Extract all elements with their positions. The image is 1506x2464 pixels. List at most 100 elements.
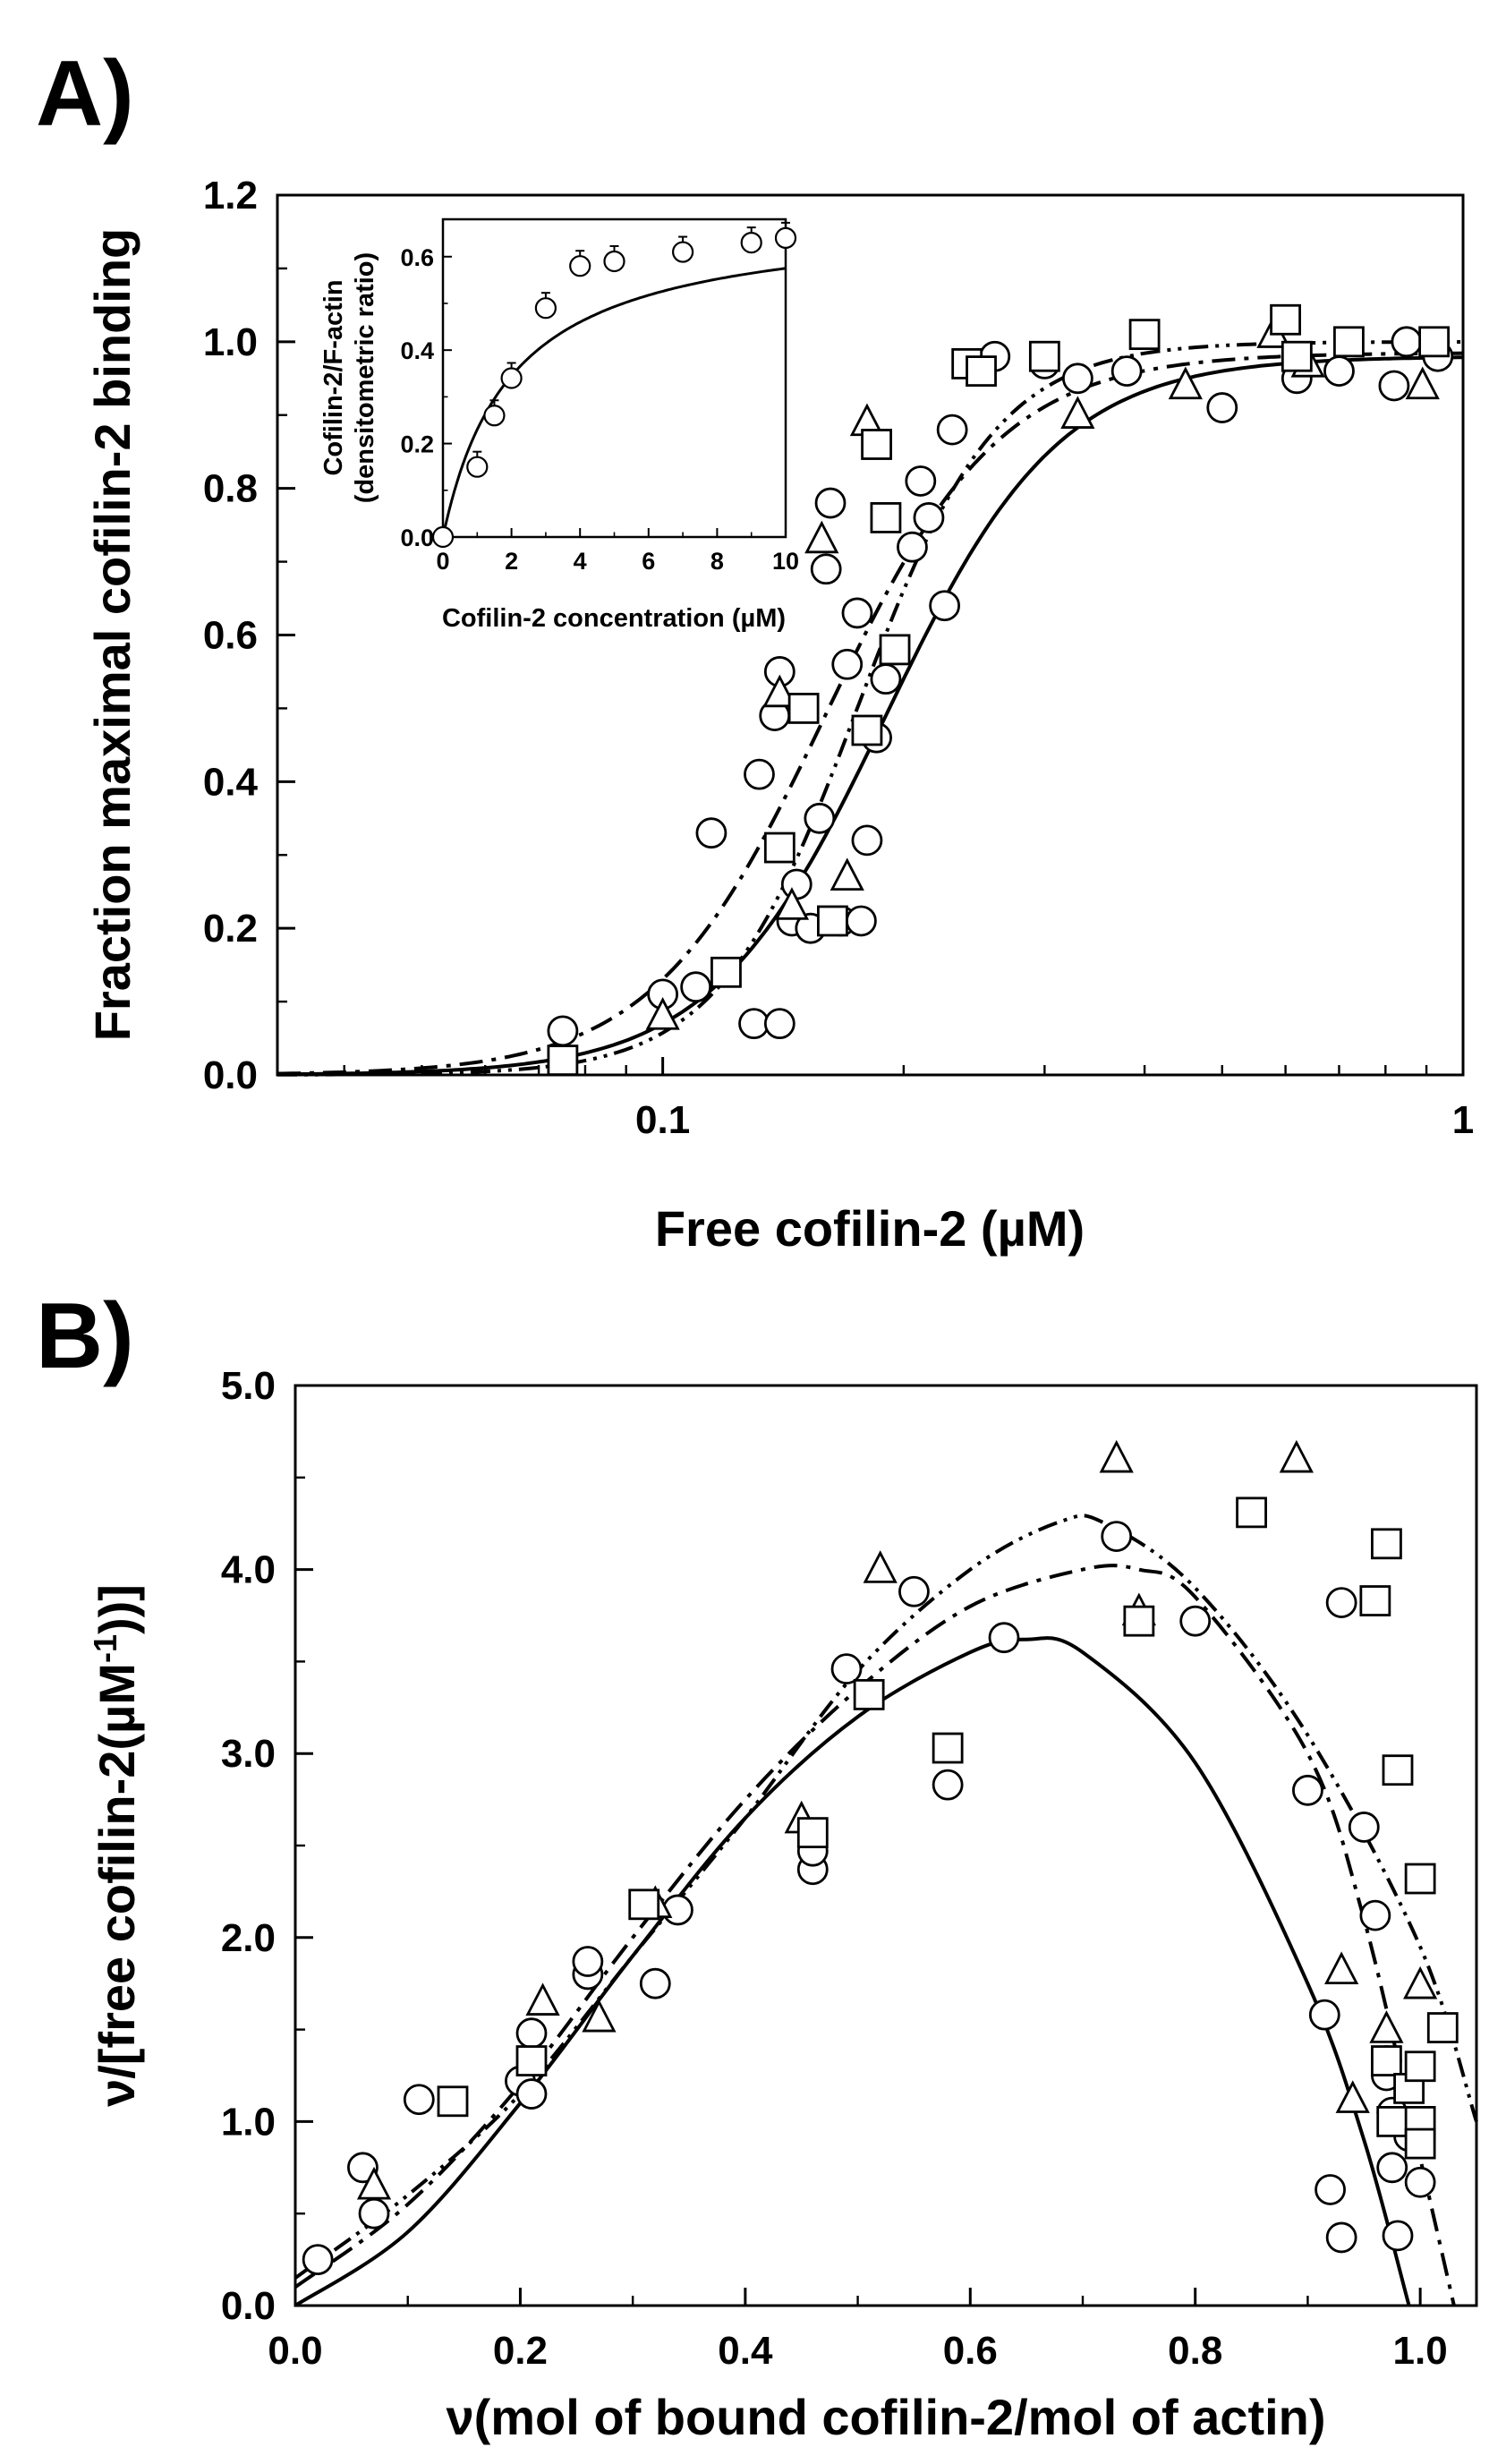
- panel-b-x-tick-label: 0.8: [1168, 2329, 1222, 2373]
- panel-b-x-tick-label: 0.4: [718, 2329, 773, 2373]
- panel-b-y-tick-label: 0.0: [221, 2284, 276, 2328]
- inset-circle-point: [466, 456, 489, 478]
- inset-x-tick-label: 4: [574, 548, 587, 575]
- panel-a-circle-point: [870, 663, 902, 695]
- panel-a-circle-point: [680, 971, 712, 1003]
- panel-b-x-axis-title: ν(mol of bound cofilin-2/mol of actin): [446, 2389, 1325, 2445]
- panel-b-circle-point: [358, 2197, 390, 2230]
- inset-circle-point: [483, 405, 506, 427]
- panel-b-x-tick-label: 0.0: [268, 2329, 322, 2373]
- panel-b-circle-point: [1325, 1587, 1357, 1619]
- panel-b-y-tick-label: 1.0: [221, 2100, 276, 2144]
- inset-y-axis-title-line2: (densitometric ratio): [351, 252, 379, 503]
- panel-a-circle-point: [846, 905, 877, 937]
- inset-circle-point: [671, 241, 694, 263]
- panel-a-circle-point: [905, 465, 937, 497]
- inset-circle-point: [500, 367, 523, 389]
- panel-b-square-point: [1382, 1754, 1414, 1786]
- panel-a-x-axis-title: Free cofilin-2 (µM): [655, 1200, 1085, 1257]
- panel-b-square-point: [1404, 1863, 1436, 1895]
- panel-b-square-point: [1123, 1605, 1155, 1637]
- panel-b-y-tick-label: 3.0: [221, 1732, 276, 1776]
- panel-b-circle-point: [1292, 1774, 1323, 1806]
- panel-b-triangle-point: [1279, 1439, 1314, 1473]
- panel-a-circle-point: [814, 487, 847, 519]
- panel-b-circle-point: [1325, 2221, 1357, 2254]
- panel-b-square-point: [628, 1888, 660, 1921]
- panel-a-square-point: [966, 355, 997, 388]
- panel-b-square-point: [932, 1732, 964, 1764]
- panel-b-triangle-point: [863, 1550, 898, 1583]
- panel-a-inset-chart: 0 2 4 6 8 10 0.0 0.2 0.4 0.6: [400, 217, 799, 575]
- panel-a-circle-point: [1110, 355, 1143, 388]
- panel-a-square-point: [1270, 303, 1301, 336]
- panel-b-square-point: [1371, 2045, 1402, 2076]
- panel-a-square-point: [1333, 326, 1365, 358]
- panel-a-square-point: [1128, 319, 1161, 351]
- panel-b-circle-point: [1376, 2152, 1408, 2184]
- panel-b-x-tick-label: 1.0: [1393, 2329, 1448, 2373]
- inset-fit-curve: [441, 267, 787, 538]
- panel-a-circle-point: [936, 414, 968, 446]
- panel-a-triangle-point: [645, 997, 680, 1030]
- panel-a-y-tick-label: 0.8: [203, 467, 258, 511]
- inset-y-axis-title-line1: Cofilin-2/F-actin: [319, 279, 348, 475]
- panel-a-circle-point: [547, 1015, 579, 1047]
- panel-b-circle-point: [1348, 1812, 1380, 1843]
- panel-a-triangle-point: [774, 887, 810, 920]
- panel-a-square-point: [861, 429, 892, 460]
- panel-b-square-point: [1371, 1528, 1402, 1560]
- panel-b-x-tick-label: 0.2: [493, 2329, 548, 2373]
- panel-b-circle-point: [898, 1575, 930, 1607]
- inset-x-tick-label: 10: [772, 548, 799, 575]
- panel-a-square-point: [1028, 340, 1060, 372]
- panel-a-square-point: [787, 693, 820, 724]
- panel-b-triangle-point: [1403, 1965, 1438, 1999]
- panel-a-square-point: [879, 634, 911, 666]
- panel-b-y-axis-title-end: ))]: [89, 1584, 145, 1634]
- panel-b-y-tick-label: 2.0: [221, 1916, 276, 1960]
- panel-a-circle-point: [804, 802, 836, 834]
- panel-a-x-tick-label: 0.1: [635, 1098, 690, 1142]
- inset-x-axis-title: Cofilin-2 concentration (µM): [442, 604, 786, 633]
- inset-circle-point: [603, 250, 625, 273]
- panel-b-y-axis-title: ν/[free cofilin-2(µM-1))]: [87, 1584, 145, 2107]
- panel-a-square-point: [547, 1044, 579, 1077]
- inset-circle-point: [431, 525, 455, 549]
- panel-a-y-tick-label: 1.2: [203, 174, 258, 217]
- panel-b-circle-point: [1315, 2174, 1346, 2205]
- panel-a-y-axis-title: Fraction maximal cofilin-2 binding: [84, 228, 140, 1042]
- inset-x-tick-label: 6: [642, 548, 655, 575]
- panel-b-circle-point: [1404, 2166, 1436, 2198]
- panel-b-fit-solid: [294, 1636, 1411, 2307]
- panel-b-circle-point: [572, 1946, 604, 1977]
- panel-a-y-tick-label: 0.6: [203, 614, 258, 658]
- panel-a-square-point: [870, 502, 902, 533]
- panel-a-circle-point: [695, 817, 727, 849]
- panel-b-triangle-point: [1324, 1951, 1359, 1985]
- panel-a-x-tick-label: 1: [1452, 1098, 1474, 1142]
- inset-y-tick-label: 0.6: [400, 244, 434, 271]
- inset-circle-point: [740, 232, 762, 254]
- panel-a-chart: 0.1 1 0.0 0.2 0.4 0.6 0.8 1.0 1.2: [203, 174, 1474, 1142]
- panel-a-circle-point: [851, 824, 883, 857]
- panel-b-circle-point: [1382, 2220, 1414, 2252]
- panel-b-triangle-point: [525, 1982, 560, 2016]
- panel-a-triangle-point: [1168, 366, 1203, 400]
- panel-b-y-tick-label: 4.0: [221, 1548, 276, 1592]
- panel-b-fit-dash-dot: [294, 1564, 1456, 2306]
- panel-a-y-tick-label: 1.0: [203, 320, 258, 364]
- panel-a-circle-point: [841, 597, 873, 629]
- panel-b-circle-point: [830, 1653, 863, 1685]
- panel-a-triangle-point: [804, 520, 839, 554]
- panel-a-label: A): [36, 42, 134, 146]
- panel-b-square-point: [515, 2045, 548, 2076]
- panel-b-chart: 0.0 0.2 0.4 0.6 0.8 1.0 0.0 1.0 2.0 3.0 4.0 5.0: [221, 1364, 1478, 2373]
- panel-b-y-axis-title-main: ν/[free cofilin-2(µM: [89, 1663, 145, 2107]
- inset-background: [443, 219, 786, 537]
- panel-a-circle-point: [929, 590, 961, 622]
- panel-b-circle-point: [515, 2078, 548, 2110]
- panel-a-circle-point: [780, 868, 813, 900]
- panel-a-y-tick-label: 0.2: [203, 907, 258, 951]
